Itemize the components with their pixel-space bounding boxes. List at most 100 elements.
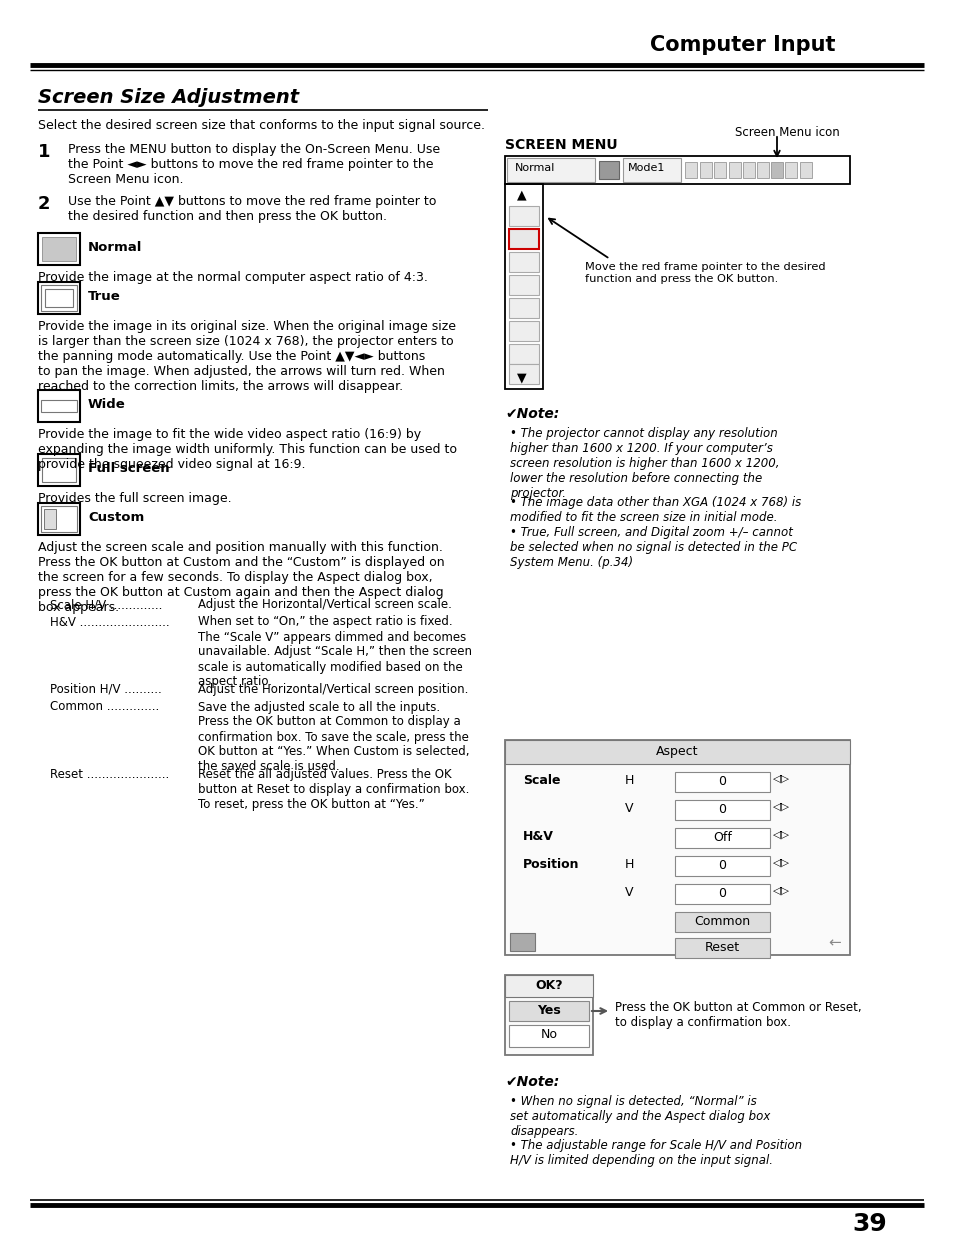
- Text: Provide the image in its original size. When the original image size
is larger t: Provide the image in its original size. …: [38, 320, 456, 393]
- Bar: [504, 184, 542, 389]
- Text: Scale: Scale: [522, 774, 560, 787]
- Text: Provide the image to fit the wide video aspect ratio (16:9) by
expanding the ima: Provide the image to fit the wide video …: [38, 429, 456, 471]
- Bar: [504, 156, 849, 184]
- Bar: [713, 162, 725, 178]
- Bar: [509, 252, 538, 272]
- Text: Custom: Custom: [88, 511, 144, 524]
- Text: Use the Point ▲▼ buttons to move the red frame pointer to
the desired function a: Use the Point ▲▼ buttons to move the red…: [68, 195, 436, 224]
- Text: Position H/V ..........: Position H/V ..........: [50, 683, 162, 697]
- Text: ▼: ▼: [517, 370, 526, 384]
- Bar: [675, 884, 769, 904]
- Text: ✔Note:: ✔Note:: [504, 1074, 558, 1089]
- Text: Computer Input: Computer Input: [649, 35, 835, 56]
- Text: ✔Note:: ✔Note:: [504, 408, 558, 421]
- Bar: [504, 974, 593, 997]
- Text: 1: 1: [38, 143, 51, 161]
- Bar: [509, 228, 538, 249]
- Text: • When no signal is detected, “Normal” is
set automatically and the Aspect dialo: • When no signal is detected, “Normal” i…: [510, 1095, 770, 1137]
- Text: ◁▷: ◁▷: [772, 830, 789, 840]
- Text: No: No: [540, 1028, 557, 1041]
- Bar: [742, 162, 754, 178]
- Text: V: V: [624, 885, 633, 899]
- Bar: [45, 289, 73, 308]
- Text: • The adjustable range for Scale H/V and Position
H/V is limited depending on th: • The adjustable range for Scale H/V and…: [510, 1139, 801, 1167]
- Text: 0: 0: [718, 860, 726, 872]
- Text: Press the OK button at Common or Reset,
to display a confirmation box.: Press the OK button at Common or Reset, …: [615, 1002, 861, 1029]
- Text: Scale H/V ..............: Scale H/V ..............: [50, 598, 162, 611]
- Bar: [38, 282, 80, 314]
- Text: H: H: [624, 774, 634, 787]
- Text: H&V ........................: H&V ........................: [50, 615, 170, 629]
- Text: Provide the image at the normal computer aspect ratio of 4:3.: Provide the image at the normal computer…: [38, 270, 428, 284]
- Bar: [784, 162, 796, 178]
- Bar: [44, 509, 56, 529]
- Bar: [675, 772, 769, 792]
- Text: Move the red frame pointer to the desired
function and press the OK button.: Move the red frame pointer to the desire…: [584, 262, 824, 284]
- Text: Screen Size Adjustment: Screen Size Adjustment: [38, 88, 299, 107]
- Bar: [42, 458, 76, 482]
- Bar: [38, 233, 80, 266]
- Text: ◁▷: ◁▷: [772, 885, 789, 897]
- Bar: [675, 911, 769, 932]
- Bar: [41, 285, 77, 311]
- Bar: [598, 161, 618, 179]
- Bar: [770, 162, 782, 178]
- Text: Normal: Normal: [515, 163, 555, 173]
- Bar: [757, 162, 768, 178]
- Bar: [509, 275, 538, 295]
- Text: SCREEN MENU: SCREEN MENU: [504, 138, 617, 152]
- Bar: [675, 800, 769, 820]
- Bar: [38, 390, 80, 422]
- Text: Normal: Normal: [88, 241, 142, 254]
- Bar: [684, 162, 697, 178]
- Text: Select the desired screen size that conforms to the input signal source.: Select the desired screen size that conf…: [38, 119, 484, 132]
- Text: Position: Position: [522, 858, 578, 871]
- Bar: [510, 932, 535, 951]
- Bar: [41, 400, 77, 412]
- Bar: [622, 158, 680, 182]
- Bar: [700, 162, 711, 178]
- Text: When set to “On,” the aspect ratio is fixed.
The “Scale V” appears dimmed and be: When set to “On,” the aspect ratio is fi…: [198, 615, 472, 688]
- Text: • The projector cannot display any resolution
higher than 1600 x 1200. If your c: • The projector cannot display any resol…: [510, 427, 779, 500]
- Text: Reset: Reset: [704, 941, 740, 953]
- Text: ◁▷: ◁▷: [772, 774, 789, 784]
- Text: Mode1: Mode1: [627, 163, 664, 173]
- Bar: [38, 454, 80, 487]
- Bar: [509, 345, 538, 364]
- Text: Aspect: Aspect: [656, 745, 698, 758]
- Text: 0: 0: [718, 887, 726, 900]
- Bar: [504, 740, 849, 955]
- Text: 2: 2: [38, 195, 51, 212]
- Text: ▲: ▲: [517, 188, 526, 201]
- Text: Common ..............: Common ..............: [50, 700, 159, 714]
- Text: Adjust the screen scale and position manually with this function.
Press the OK b: Adjust the screen scale and position man…: [38, 541, 444, 614]
- Text: Full screen: Full screen: [88, 462, 170, 475]
- Text: Adjust the Horizontal/Vertical screen scale.: Adjust the Horizontal/Vertical screen sc…: [198, 598, 452, 611]
- Bar: [509, 206, 538, 226]
- Text: Yes: Yes: [537, 1004, 560, 1016]
- Text: Off: Off: [712, 831, 731, 844]
- Bar: [504, 740, 849, 764]
- Text: Save the adjusted scale to all the inputs.
Press the OK button at Common to disp: Save the adjusted scale to all the input…: [198, 700, 469, 773]
- Text: Press the MENU button to display the On-Screen Menu. Use
the Point ◄► buttons to: Press the MENU button to display the On-…: [68, 143, 439, 186]
- Text: 0: 0: [718, 776, 726, 788]
- Bar: [38, 503, 80, 535]
- Bar: [509, 298, 538, 317]
- Bar: [728, 162, 740, 178]
- Text: V: V: [624, 802, 633, 815]
- Bar: [675, 939, 769, 958]
- Text: Reset the all adjusted values. Press the OK
button at Reset to display a confirm: Reset the all adjusted values. Press the…: [198, 768, 469, 811]
- Text: ←: ←: [827, 935, 840, 950]
- Text: Wide: Wide: [88, 398, 126, 411]
- Bar: [509, 321, 538, 341]
- Text: • The image data other than XGA (1024 x 768) is
modified to fit the screen size : • The image data other than XGA (1024 x …: [510, 496, 801, 524]
- Text: True: True: [88, 290, 121, 303]
- Bar: [504, 974, 593, 1055]
- Bar: [675, 827, 769, 848]
- Bar: [509, 1002, 588, 1021]
- Text: Common: Common: [694, 915, 750, 927]
- Bar: [506, 158, 595, 182]
- Text: H: H: [624, 858, 634, 871]
- Text: • True, Full screen, and Digital zoom +/– cannot
be selected when no signal is d: • True, Full screen, and Digital zoom +/…: [510, 526, 797, 569]
- Bar: [42, 237, 76, 261]
